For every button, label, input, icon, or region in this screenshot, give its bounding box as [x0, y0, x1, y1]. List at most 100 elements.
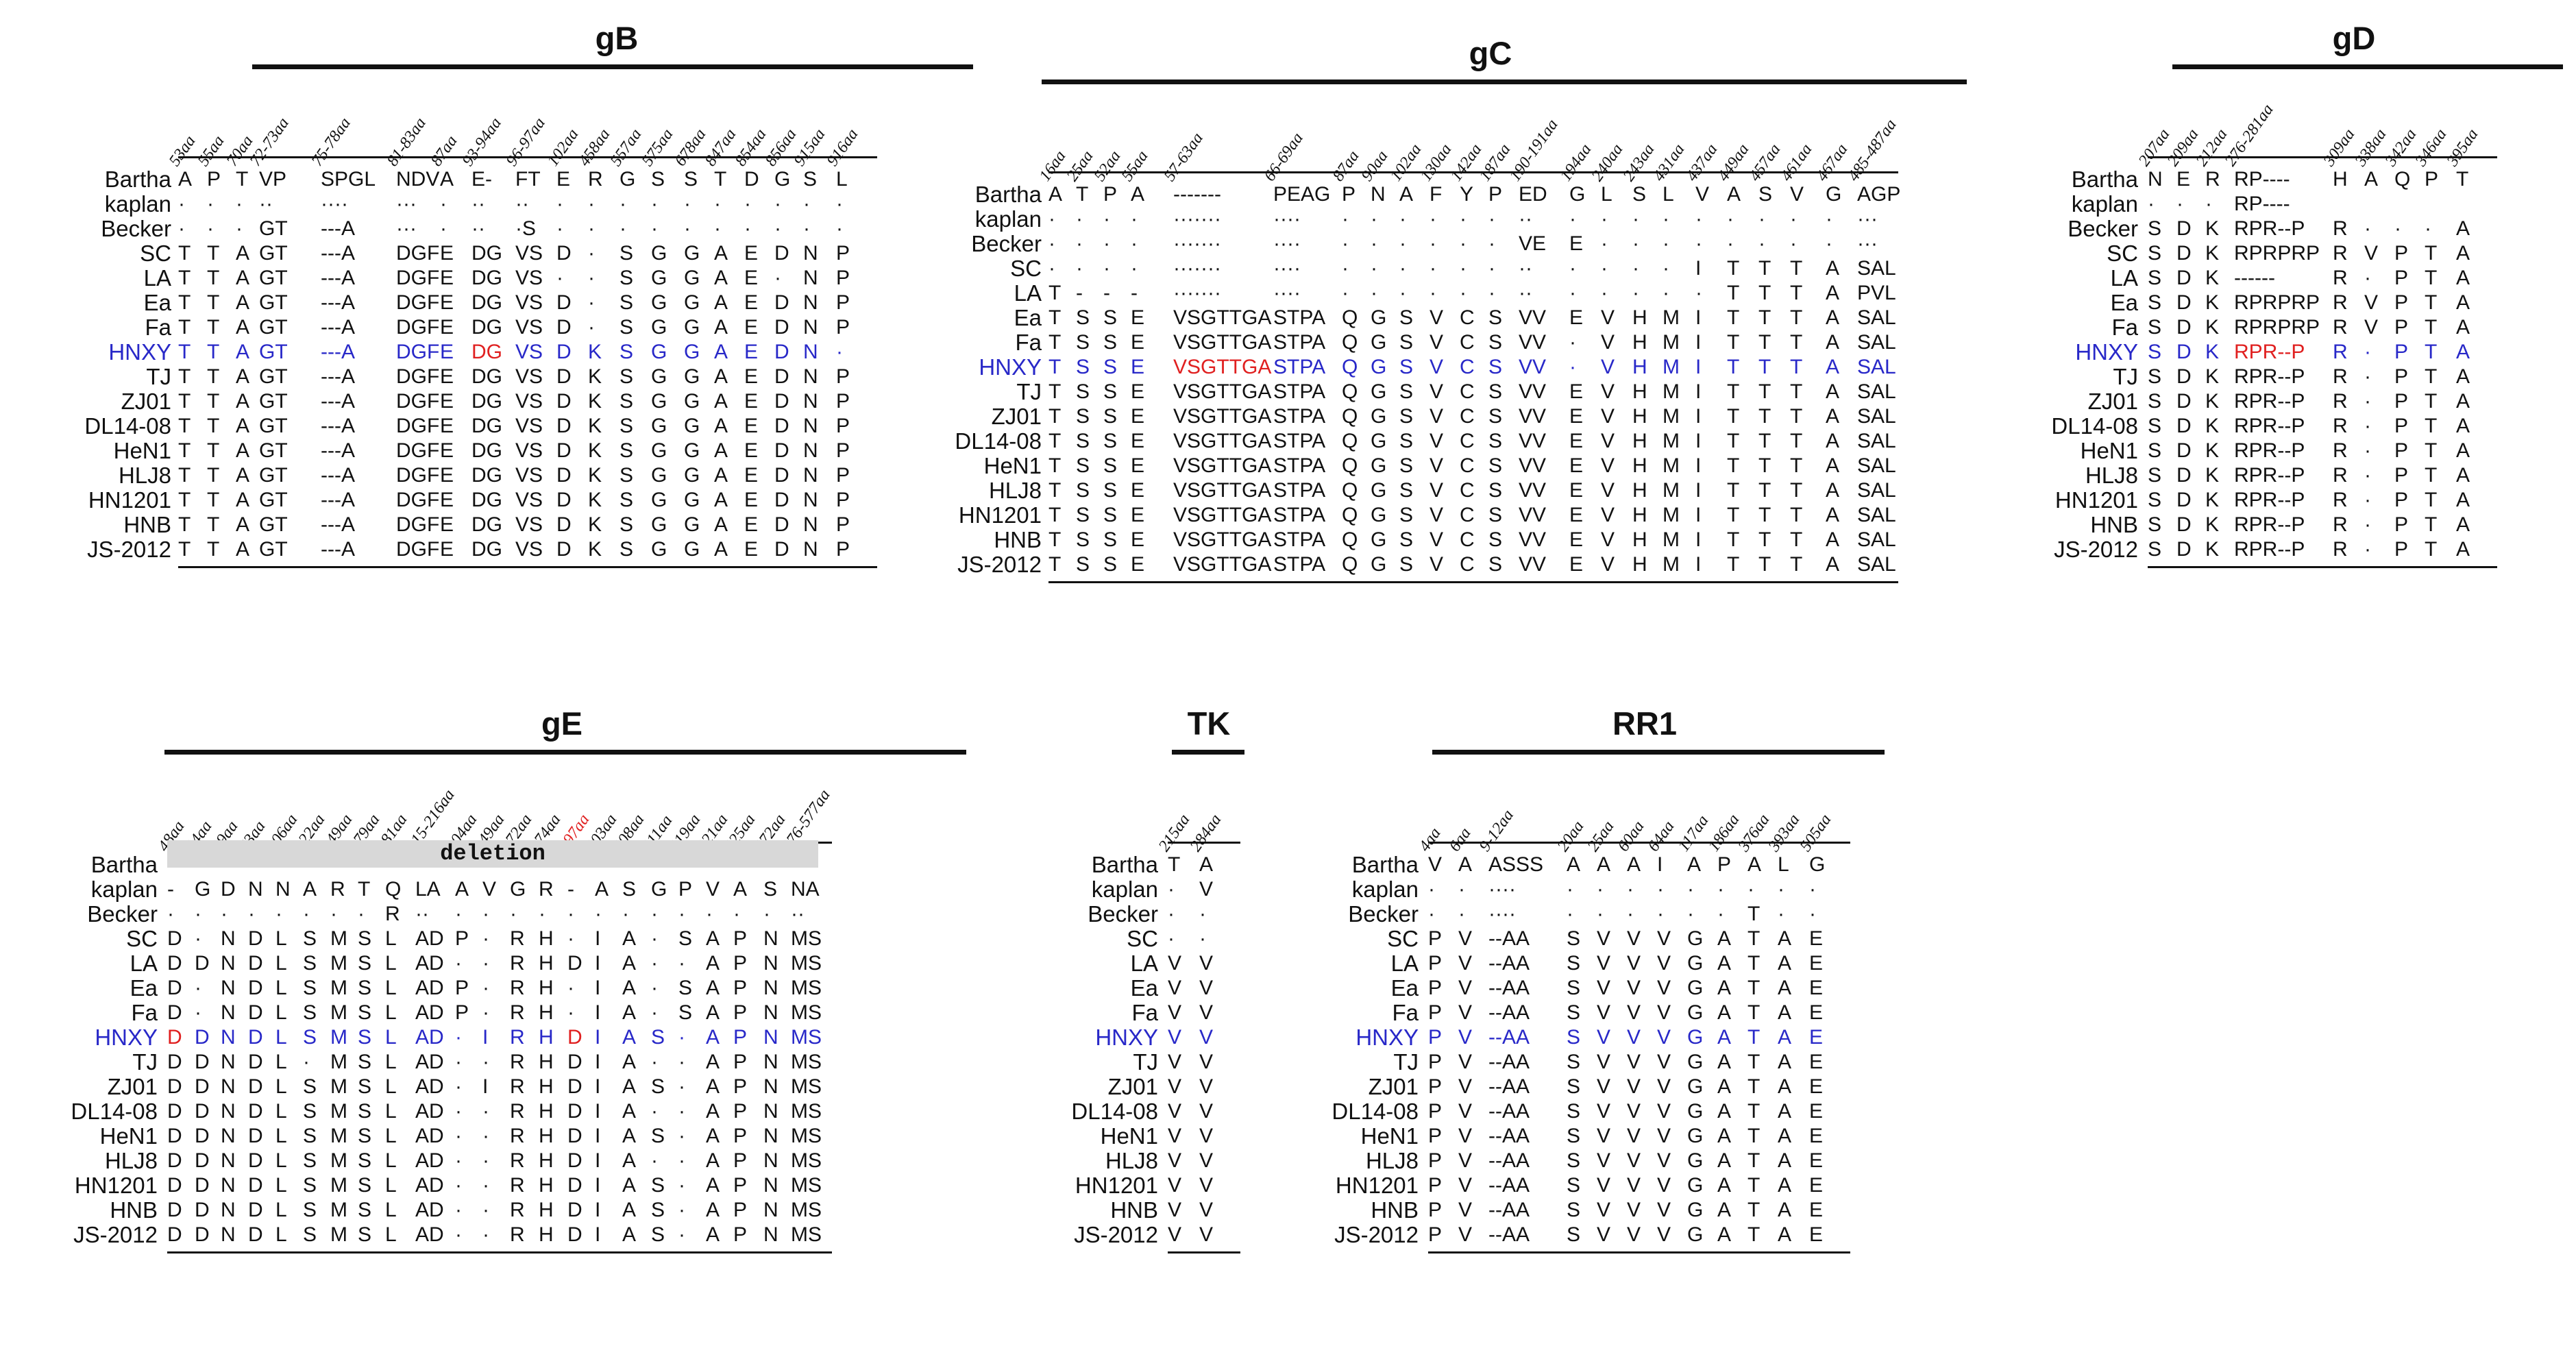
residue-cell: S [1076, 405, 1090, 428]
position-label: 9-12aa [1475, 806, 1518, 855]
residue-cell: P [836, 291, 850, 314]
strain-name: ZJ01 [991, 404, 1042, 429]
residue-cell: I [595, 1149, 601, 1172]
residue-cell: I [595, 927, 601, 950]
residue-cell: S [620, 538, 634, 561]
residue-cell: STPA [1273, 356, 1326, 378]
residue-cell: T [1747, 1026, 1761, 1049]
residue-cell: S [303, 952, 317, 975]
title-rule [252, 64, 973, 69]
strain-name: ZJ01 [1107, 1074, 1158, 1099]
strain-name: HN1201 [958, 502, 1042, 528]
residue-cell: V [1597, 1026, 1611, 1049]
residue-cell: S [358, 1100, 372, 1123]
residue-cell: · [622, 903, 629, 925]
residue-cell: S [620, 365, 634, 388]
residue-cell: E [1809, 1001, 1824, 1024]
residue-cell: ------- [1173, 183, 1221, 206]
residue-cell: V [1597, 1100, 1611, 1123]
residue-cell: P [836, 390, 850, 413]
residue-cell: P [836, 439, 850, 462]
residue-cell: · [1601, 282, 1608, 304]
residue-cell: D [167, 1125, 182, 1147]
footer-rule [1168, 1251, 1240, 1253]
residue-cell: DG [471, 291, 502, 314]
residue-cell: P [2394, 439, 2409, 462]
residue-cell: · [1076, 208, 1083, 230]
sequence-row: kaplan - G D N N A R T Q LA A V G R - A S G P V A S NA [34, 877, 832, 902]
residue-cell: N [803, 341, 818, 363]
residue-cell: V [706, 878, 720, 901]
residue-cell: · [2364, 217, 2371, 240]
residue-cell: DG [471, 242, 502, 265]
residue-cell: S [1567, 1149, 1581, 1172]
residue-cell: E [1131, 306, 1145, 329]
strain-name: Fa [1392, 1000, 1419, 1025]
strain-name: JS-2012 [87, 537, 171, 562]
strain-name: Bartha [974, 182, 1042, 207]
residue-cell: --AA [1488, 1149, 1530, 1172]
residue-cell: H [1632, 356, 1647, 378]
residue-cell: M [1663, 356, 1680, 378]
residue-cell: V [1458, 1026, 1473, 1049]
residue-cell: T [2425, 242, 2438, 265]
sequence-row: Fa P V --AA S V V V G A T A E [1268, 1001, 1850, 1025]
residue-cell: · [1663, 208, 1669, 230]
residue-cell: D [195, 1149, 210, 1172]
residue-cell: · [303, 1051, 310, 1073]
residue-cell: D [248, 1199, 263, 1221]
residue-cell: A [1826, 528, 1840, 551]
strain-name: kaplan [1351, 877, 1419, 902]
footer-rule [178, 566, 877, 568]
sequence-row: DL14-08 P V --AA S V V V G A T A E [1268, 1099, 1850, 1124]
residue-cell: A [236, 464, 250, 487]
residue-cell: T [1790, 454, 1803, 477]
residue-cell: Q [1342, 380, 1358, 403]
residue-cell: S [358, 1223, 372, 1246]
residue-cell: · [1103, 208, 1110, 230]
residue-cell: T [1790, 553, 1803, 576]
residue-cell: DGF [396, 538, 440, 561]
residue-cell: P [2394, 267, 2409, 289]
residue-cell: · [1399, 282, 1406, 304]
residue-cell: K [2205, 217, 2220, 240]
residue-cell: · [774, 267, 781, 289]
residue-cell: D [167, 1149, 182, 1172]
residue-cell: T [1790, 380, 1803, 403]
residue-cell: T [207, 439, 220, 462]
residue-cell: V [1458, 977, 1473, 999]
residue-cell: A [622, 1001, 637, 1024]
residue-cell: · [678, 1051, 685, 1073]
residue-cell: · [455, 1026, 462, 1049]
sequence-row: LA T T A GT ---A DGF E DG VS · · S G G A E · N P [69, 266, 877, 291]
residue-cell: D [2176, 464, 2192, 487]
residue-cell: GT [259, 242, 288, 265]
residue-cell: P [2394, 242, 2409, 265]
strain-name: Ea [143, 290, 171, 315]
residue-cell: D [248, 1001, 263, 1024]
residue-cell: AD [415, 1149, 444, 1172]
residue-cell: E [1569, 430, 1584, 452]
header-rule [1428, 842, 1850, 844]
strain-name: HNB [2090, 512, 2138, 537]
residue-cell: · [1076, 232, 1083, 255]
residue-cell: V [1168, 1223, 1182, 1246]
residue-cell: S [303, 1100, 317, 1123]
residue-cell: V [1657, 952, 1671, 975]
residue-cell: T [207, 341, 220, 363]
residue-cell: · [1342, 282, 1349, 304]
residue-cell: S [1103, 306, 1118, 329]
residue-cell: A [236, 538, 250, 561]
residue-cell: · [1809, 903, 1816, 925]
residue-cell: S [2148, 267, 2162, 289]
residue-cell: S [1488, 331, 1503, 354]
residue-cell: P [2394, 291, 2409, 314]
residue-cell: D [167, 927, 182, 950]
residue-cell: E [1809, 1199, 1824, 1221]
residue-cell: · [2176, 193, 2183, 215]
residue-cell: C [1460, 430, 1475, 452]
residue-cell: V [1627, 1001, 1641, 1024]
residue-cell: T [207, 538, 220, 561]
residue-cell: S [620, 415, 634, 437]
residue-cell: P [1342, 183, 1356, 206]
